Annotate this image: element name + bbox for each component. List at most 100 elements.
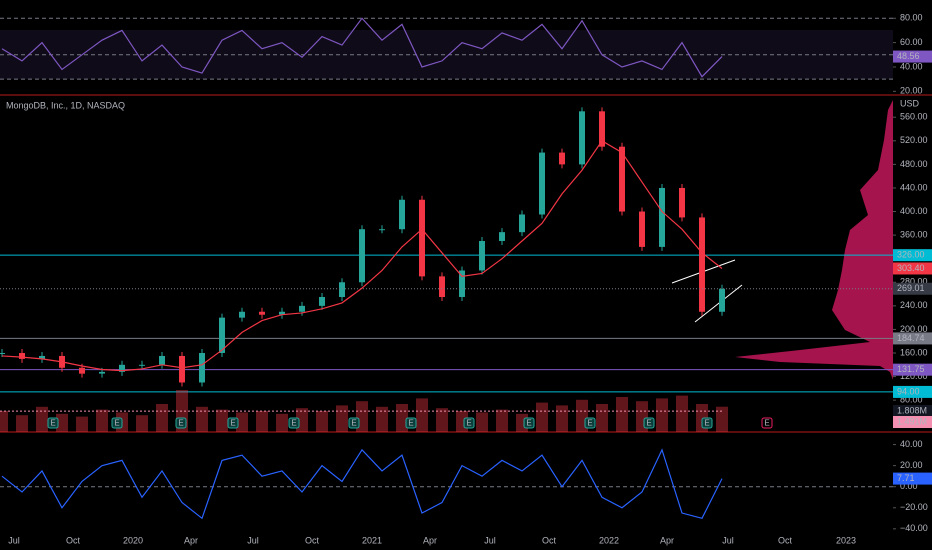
price-tag-label: 269.01 (897, 283, 925, 293)
candle (699, 217, 705, 312)
candle (619, 146, 625, 212)
candle (259, 311, 265, 315)
candle (659, 187, 665, 247)
earnings-marker (523, 417, 535, 429)
currency: USD (900, 98, 920, 108)
volume-bar (96, 409, 108, 432)
volume-bar (656, 398, 668, 432)
candle (19, 353, 25, 359)
price-tag-label: 326.00 (897, 250, 925, 260)
earnings-label: E (50, 419, 55, 428)
price-tag (893, 405, 932, 417)
volume-bar (556, 405, 568, 432)
earnings-label: E (178, 419, 183, 428)
candle (539, 152, 545, 215)
earnings-label: E (587, 419, 592, 428)
volume-bar (276, 413, 288, 432)
earnings-marker (348, 417, 360, 429)
candle (379, 229, 385, 231)
earnings-label: E (466, 419, 471, 428)
volume-bar (316, 411, 328, 432)
price-tag (893, 385, 932, 398)
volume-bar (336, 405, 348, 432)
price-tag-label: 303.40 (897, 263, 925, 273)
candle (39, 355, 45, 359)
volume-bar (416, 398, 428, 432)
earnings-marker (463, 417, 475, 429)
candle (679, 187, 685, 218)
time-label: Oct (305, 535, 320, 545)
y-tick-label: 480.00 (900, 159, 928, 169)
series-line (1, 17, 723, 78)
y-tick-label: 160.00 (900, 347, 928, 357)
time-label: Oct (542, 535, 557, 545)
candle (179, 355, 185, 383)
earnings-label: E (764, 419, 769, 428)
volume-bar (376, 406, 388, 432)
earnings-label: E (408, 419, 413, 428)
time-label: Jul (247, 535, 259, 545)
price-tag (893, 363, 932, 376)
earnings-label: E (230, 419, 235, 428)
series-line (1, 448, 723, 520)
price-tag-label: 184.74 (897, 333, 925, 343)
price-tag-label: 1.491M (897, 416, 927, 426)
volume-bar (136, 415, 148, 432)
candle (139, 364, 145, 366)
y-tick-label: 200.00 (900, 324, 928, 334)
price-tag (893, 332, 932, 345)
earnings-label: E (646, 419, 651, 428)
time-label: Oct (66, 535, 81, 545)
earnings-marker (643, 417, 655, 429)
symbol-title: MongoDB, Inc., 1D, NASDAQ (6, 100, 125, 110)
y-tick-label: 240.00 (900, 300, 928, 310)
earnings-marker (701, 417, 713, 429)
price-tag-label: 7.71 (897, 473, 915, 483)
earnings-marker (111, 417, 123, 429)
volume-bar (256, 411, 268, 432)
candle (459, 270, 465, 298)
wedge-line (694, 284, 743, 323)
candle (419, 199, 425, 277)
price-tag-label: 1.808M (897, 405, 927, 415)
volume-bar (156, 404, 168, 432)
y-tick-label: 520.00 (900, 135, 928, 145)
earnings-label: E (526, 419, 531, 428)
y-tick-label: 40.00 (900, 61, 923, 71)
candle (299, 305, 305, 312)
earnings-marker (175, 417, 187, 429)
candle (479, 241, 485, 271)
earnings-label: E (291, 419, 296, 428)
time-label: Oct (778, 535, 793, 545)
candle (399, 199, 405, 230)
earnings-marker (227, 417, 239, 429)
volume-bar (596, 404, 608, 432)
time-label: 2020 (123, 535, 143, 545)
time-label: 2021 (362, 535, 382, 545)
y-tick-label: −40.00 (900, 523, 928, 533)
y-tick-label: 40.00 (900, 439, 923, 449)
candle (99, 371, 105, 374)
candle (599, 111, 605, 147)
volume-bar (76, 416, 88, 432)
volume-bar (236, 412, 248, 432)
price-tag (893, 472, 932, 485)
price-tag-label: 94.00 (897, 386, 920, 396)
earnings-marker (288, 417, 300, 429)
earnings-label: E (114, 419, 119, 428)
time-label: Jul (8, 535, 20, 545)
candle (359, 229, 365, 283)
y-tick-label: 400.00 (900, 206, 928, 216)
candle (579, 111, 585, 165)
volume-bar (536, 402, 548, 432)
y-tick-label: 360.00 (900, 229, 928, 239)
candle (519, 214, 525, 233)
volume-profile (735, 100, 893, 380)
volume-bar (196, 406, 208, 432)
candle (0, 353, 5, 355)
volume-bar (56, 413, 68, 432)
earnings-marker (405, 417, 417, 429)
earnings-marker (47, 417, 59, 429)
time-label: Apr (423, 535, 437, 545)
